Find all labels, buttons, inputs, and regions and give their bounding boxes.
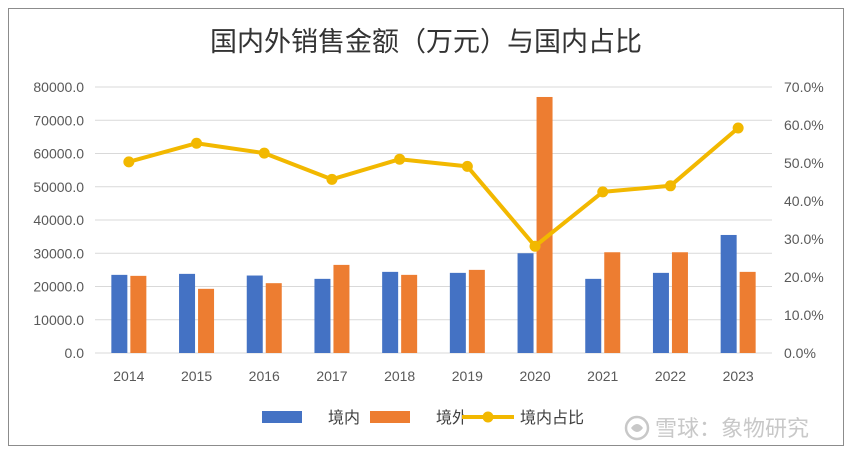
bar-overseas (671, 252, 688, 353)
chart-title: 国内外销售金额（万元）与国内占比 (210, 27, 642, 58)
bar-overseas (333, 264, 350, 353)
y-left-tick-label: 40000.0 (33, 212, 84, 228)
watermark: 雪球：象物研究 (624, 415, 809, 442)
x-tick-label: 2021 (587, 368, 618, 384)
x-tick-label: 2018 (384, 368, 415, 384)
ratio-point (191, 137, 203, 149)
x-tick-label: 2017 (316, 368, 347, 384)
bar-overseas (468, 269, 485, 353)
ratio-point (597, 186, 609, 198)
bar-overseas (604, 252, 621, 353)
bar-domestic (449, 272, 466, 353)
y-right-tick-label: 60.0% (784, 117, 824, 133)
bar-domestic (179, 273, 196, 353)
x-tick-label: 2014 (113, 368, 144, 384)
snowball-logo-icon (624, 415, 650, 441)
y-right-tick-label: 0.0% (784, 345, 816, 361)
bar-overseas (536, 96, 553, 353)
bar-domestic (585, 278, 602, 353)
y-right-tick-label: 20.0% (784, 269, 824, 285)
ratio-point (529, 240, 541, 252)
x-tick-label: 2016 (249, 368, 280, 384)
bar-overseas (130, 275, 147, 353)
y-left-tick-label: 60000.0 (33, 146, 84, 162)
ratio-point (123, 156, 135, 168)
legend: 境内 境外 境内占比 (262, 408, 584, 427)
bar-overseas (198, 288, 215, 353)
legend-label: 境内占比 (520, 408, 584, 427)
ratio-line-series (123, 122, 744, 252)
bar-domestic (720, 234, 737, 353)
legend-marker (482, 411, 494, 423)
bars (111, 96, 756, 353)
chart-frame (8, 8, 844, 446)
bar-overseas (401, 274, 418, 353)
y-left-tick-label: 70000.0 (33, 112, 84, 128)
x-tick-label: 2020 (519, 368, 550, 384)
y-left-tick-label: 20000.0 (33, 279, 84, 295)
bar-domestic (517, 253, 534, 353)
bar-domestic (111, 274, 128, 353)
ratio-point (258, 147, 270, 159)
y-left-tick-label: 0.0 (65, 345, 85, 361)
watermark-text: 雪球：象物研究 (655, 417, 809, 442)
ratio-point (732, 122, 744, 134)
bar-overseas (739, 271, 756, 353)
y-right-tick-label: 70.0% (784, 79, 824, 95)
bar-domestic (652, 272, 669, 353)
bar-domestic (314, 278, 331, 353)
y-right-tick-label: 30.0% (784, 231, 824, 247)
legend-swatch (370, 411, 410, 423)
y-left-tick-label: 80000.0 (33, 79, 84, 95)
axes: 0.0 10000.0 20000.0 30000.0 40000.0 50000.0 60… (33, 79, 823, 384)
y-right-tick-label: 10.0% (784, 307, 824, 323)
x-tick-label: 2015 (181, 368, 212, 384)
ratio-line (128, 126, 740, 249)
gridlines (95, 86, 772, 354)
x-tick-label: 2023 (723, 368, 754, 384)
ratio-point (664, 180, 676, 192)
y-right-tick-label: 40.0% (784, 193, 824, 209)
legend-swatch (262, 411, 302, 423)
y-right-tick-label: 50.0% (784, 155, 824, 171)
legend-label: 境外 (436, 408, 468, 427)
y-left-tick-label: 10000.0 (33, 312, 84, 328)
bar-overseas (265, 283, 282, 353)
x-tick-label: 2019 (452, 368, 483, 384)
bar-domestic (382, 271, 399, 353)
y-left-tick-label: 30000.0 (33, 245, 84, 261)
y-left-tick-label: 50000.0 (33, 179, 84, 195)
ratio-point (461, 160, 473, 172)
x-tick-label: 2022 (655, 368, 686, 384)
bar-domestic (246, 275, 263, 353)
legend-label: 境内 (328, 408, 360, 427)
ratio-point (394, 153, 406, 165)
ratio-point (326, 173, 338, 185)
